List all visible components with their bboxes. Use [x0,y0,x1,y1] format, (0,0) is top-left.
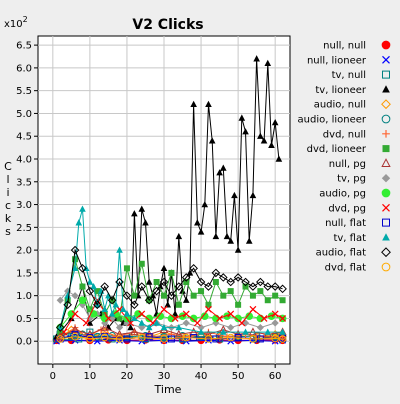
data-point [213,315,220,322]
legend-label: tv, flat [333,233,366,244]
y-tick-label: 0.5 [16,314,32,325]
legend-label: audio, null [314,100,366,111]
data-point [257,315,264,322]
y-tick-label: 3.0 [16,200,32,211]
legend-marker [382,41,390,49]
x-tick-label: 0 [50,371,56,382]
y-tick-label: 6.0 [16,63,32,74]
x-tick-label: 20 [121,371,134,382]
x-tick-label: 50 [232,371,245,382]
y-axis-label-char: l [6,173,9,186]
y-tick-label: 0.0 [16,337,32,348]
data-point [191,293,197,299]
legend-label: null, lioneer [307,55,367,66]
data-point [272,293,278,299]
data-point [235,302,241,308]
legend-label: audio, lioneer [298,115,367,126]
data-point [154,279,160,285]
x-tick-label: 40 [195,371,208,382]
y-axis-label-char: k [5,212,12,225]
x-tick-label: 60 [269,371,282,382]
data-point [198,288,204,294]
y-axis-multiplier-base: x10 [4,19,23,30]
data-point [79,284,85,290]
data-point [168,270,174,276]
x-axis-label: Time [154,383,182,396]
legend-label: dvd, lioneer [307,144,367,155]
x-tick-label: 10 [84,371,97,382]
y-tick-label: 2.5 [16,223,32,234]
y-axis-label-char: s [5,225,11,238]
legend-label: null, flat [325,218,366,229]
y-tick-label: 1.0 [16,291,32,302]
data-point [213,279,219,285]
legend-marker [383,145,390,152]
legend-marker [382,189,390,197]
data-point [176,302,182,308]
data-point [79,297,86,304]
y-axis-multiplier-exponent: 2 [23,15,28,24]
legend-label: dvd, null [323,129,366,140]
y-axis-label-char: C [4,160,12,173]
legend-label: dvd, pg [328,203,366,214]
legend-label: audio, flat [316,248,366,259]
legend-label: audio, pg [319,189,366,200]
data-point [72,256,78,262]
y-axis-label-char: c [5,199,11,212]
data-point [265,297,271,303]
x-tick-label: 30 [158,371,171,382]
data-point [161,293,167,299]
y-tick-label: 3.5 [16,177,32,188]
y-tick-label: 4.5 [16,132,32,143]
data-point [124,265,130,271]
legend-label: null, pg [329,159,366,170]
legend-label: dvd, flat [325,263,366,274]
y-tick-label: 6.5 [16,41,32,52]
data-point [243,284,249,290]
y-tick-label: 5.5 [16,86,32,97]
y-axis-label-char: i [6,186,9,199]
data-point [250,293,256,299]
data-point [257,288,263,294]
legend-label: tv, pg [337,174,366,185]
data-point [139,261,145,267]
y-tick-label: 4.0 [16,155,32,166]
data-point [135,311,142,318]
chart-title: V2 Clicks [132,17,203,33]
data-point [131,293,137,299]
y-tick-label: 2.0 [16,246,32,257]
legend-label: null, null [323,41,366,52]
data-point [220,293,226,299]
legend-label: tv, lioneer [315,85,367,96]
legend-label: tv, null [332,70,366,81]
y-tick-label: 5.0 [16,109,32,120]
data-point [168,315,175,322]
y-tick-label: 1.5 [16,268,32,279]
data-point [280,297,286,303]
data-point [228,288,234,294]
plot-area [38,36,290,364]
